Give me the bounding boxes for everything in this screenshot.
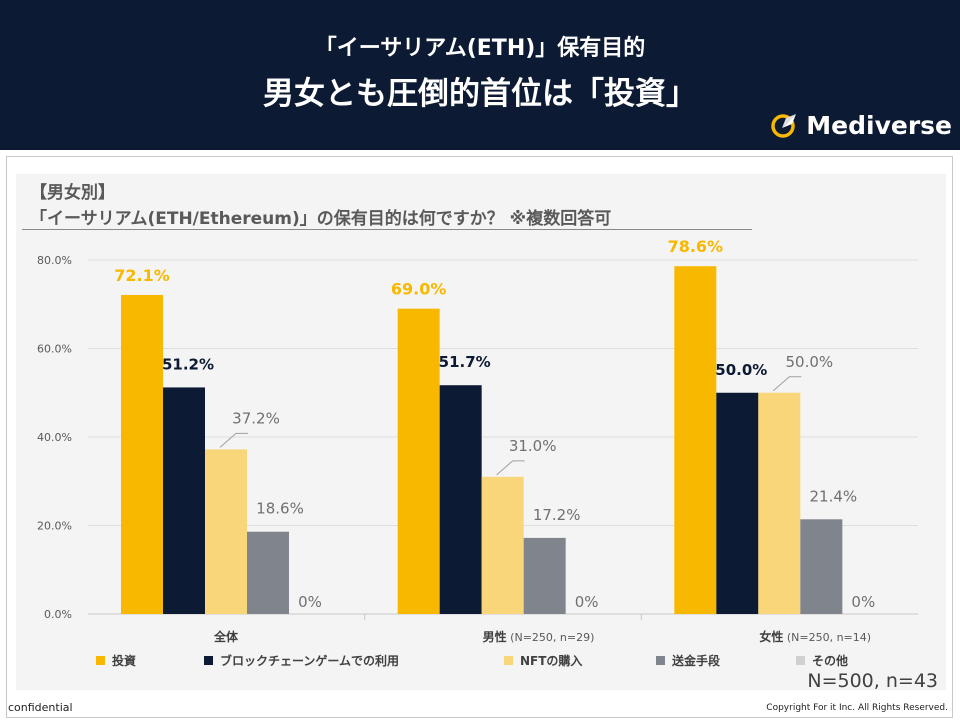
logo: Mediverse: [770, 110, 952, 140]
bar: [523, 537, 566, 614]
legend-item-nft: NFTの購入: [504, 652, 656, 669]
data-label: 69.0%: [391, 280, 447, 299]
data-label: 51.7%: [439, 353, 491, 371]
legend-item-other: その他: [796, 652, 848, 669]
y-tick-label: 0.0%: [44, 608, 72, 621]
heading-underline: [22, 229, 752, 230]
legend-swatch: [504, 656, 513, 665]
data-label: 78.6%: [668, 237, 724, 256]
data-label: 72.1%: [114, 266, 170, 285]
bar: [205, 449, 247, 614]
data-label: 21.4%: [810, 487, 858, 505]
legend-swatch: [204, 656, 213, 665]
legend-item-investment: 投資: [96, 652, 204, 669]
bar: [758, 392, 801, 614]
legend-item-blockchain-game: ブロックチェーンゲームでの利用: [204, 652, 504, 669]
legend-swatch: [96, 656, 105, 665]
data-label: 50.0%: [715, 361, 767, 379]
leader-line: [219, 432, 248, 448]
data-label: 17.2%: [533, 506, 581, 524]
legend-label: 送金手段: [672, 654, 721, 668]
category-label: 全体: [213, 629, 239, 644]
legend: 投資 ブロックチェーンゲームでの利用 NFTの購入 送金手段 その他: [96, 652, 900, 669]
category-name: 全体: [213, 629, 239, 644]
data-label: 31.0%: [509, 437, 557, 455]
y-tick-label: 80.0%: [37, 254, 72, 267]
title-line2: 男女とも圧倒的首位は「投資」: [263, 76, 697, 112]
y-tick-label: 40.0%: [37, 431, 72, 444]
sample-size: N=500, n=43: [807, 670, 938, 692]
category-note: (N=250, n=14): [783, 631, 871, 644]
data-label: 50.0%: [786, 353, 834, 371]
y-tick-label: 20.0%: [37, 520, 72, 533]
logo-text: Mediverse: [806, 110, 952, 140]
category-label: 男性 (N=250, n=29): [483, 629, 595, 644]
bar: [481, 476, 524, 614]
data-label: 0%: [851, 593, 875, 611]
legend-item-remittance: 送金手段: [656, 652, 796, 669]
header-banner: 「イーサリアム(ETH)」保有目的 男女とも圧倒的首位は「投資」 Mediver…: [0, 0, 960, 150]
legend-swatch: [656, 656, 665, 665]
leader-line: [773, 376, 802, 392]
data-label: 37.2%: [232, 409, 280, 427]
legend-label: NFTの購入: [520, 654, 583, 668]
category-label: 女性 (N=250, n=14): [759, 629, 871, 644]
title-line1: 「イーサリアム(ETH)」保有目的: [314, 36, 646, 61]
category-name: 男性: [483, 629, 507, 644]
data-label: 18.6%: [256, 500, 304, 518]
leader-line: [496, 460, 525, 476]
bar: [247, 531, 289, 614]
data-label: 51.2%: [162, 355, 214, 373]
mediverse-logo-icon: [771, 114, 797, 138]
legend-label: ブロックチェーンゲームでの利用: [220, 654, 400, 668]
bar: [121, 294, 163, 614]
category-note: (N=250, n=29): [507, 631, 595, 644]
data-label: 0%: [575, 593, 599, 611]
bar: [674, 266, 717, 614]
legend-swatch: [796, 656, 805, 665]
chart-heading-line2: 「イーサリアム(ETH/Ethereum)」の保有目的は何ですか？ ※複数回答可: [30, 209, 612, 229]
chart-heading-line1: 【男女別】: [30, 183, 115, 203]
bar: [397, 308, 440, 614]
legend-label: 投資: [112, 654, 137, 668]
bar: [163, 387, 205, 614]
bar: [439, 385, 482, 614]
y-tick-label: 60.0%: [37, 343, 72, 356]
legend-label: その他: [812, 654, 849, 668]
data-label: 0%: [298, 593, 322, 611]
bar: [716, 392, 759, 614]
copyright: Copyright For it Inc. All Rights Reserve…: [766, 703, 948, 713]
bar: [800, 519, 843, 614]
confidential-label: confidential: [8, 701, 73, 714]
category-name: 女性: [759, 629, 783, 644]
